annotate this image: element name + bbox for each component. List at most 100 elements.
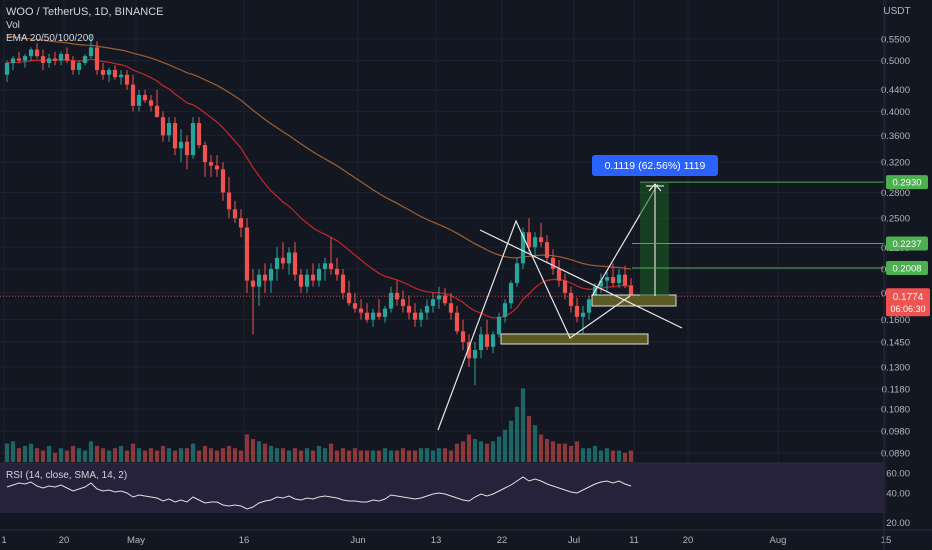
- volume-bar: [418, 448, 424, 462]
- volume-bar: [70, 445, 76, 462]
- volume-bar: [340, 448, 346, 462]
- candle-body: [190, 123, 196, 156]
- price-tick-label: 0.2800: [881, 188, 910, 199]
- candle-body: [256, 274, 262, 287]
- candle: [82, 53, 88, 66]
- volume-bar: [478, 441, 484, 462]
- volume-bar: [64, 450, 70, 462]
- volume-bar: [202, 445, 208, 462]
- candle-body: [310, 274, 316, 281]
- candle: [34, 43, 40, 59]
- volume-bar: [424, 448, 430, 462]
- candle-body: [40, 56, 46, 63]
- price-tick-label: 0.0890: [881, 449, 910, 460]
- candle-body: [46, 58, 52, 63]
- volume-bar: [538, 434, 544, 462]
- candle: [130, 74, 136, 112]
- candle: [190, 117, 196, 159]
- candle: [316, 263, 322, 287]
- volume-bar: [352, 448, 358, 462]
- volume-bar: [376, 450, 382, 462]
- volume-bar: [556, 443, 562, 462]
- candle-body: [304, 274, 310, 287]
- candle: [400, 290, 406, 313]
- volume-bar: [262, 443, 268, 462]
- rsi-legend: RSI (14, close, SMA, 14, 2): [6, 470, 127, 481]
- volume-bar: [622, 452, 628, 462]
- candle-body: [58, 53, 64, 61]
- candle: [562, 273, 568, 300]
- candle: [16, 51, 22, 63]
- candle: [334, 257, 340, 281]
- candle-body: [496, 316, 502, 335]
- volume-bar: [82, 450, 88, 462]
- price-tick-label: 0.1600: [881, 315, 910, 326]
- candle: [442, 287, 448, 306]
- candle-body: [442, 295, 448, 304]
- candle-body: [370, 312, 376, 320]
- candle: [70, 56, 76, 75]
- measure-label-text: 0.1119 (62.56%) 1119: [605, 160, 706, 172]
- volume-bar: [544, 439, 550, 462]
- candle: [586, 295, 592, 320]
- volume-bar: [34, 448, 40, 462]
- target-level-tag-bg: [886, 236, 928, 251]
- candle-body: [280, 257, 286, 264]
- candle: [106, 67, 112, 83]
- candle: [298, 268, 304, 293]
- volume-bar: [274, 448, 280, 462]
- volume-bar: [10, 441, 16, 462]
- candle: [484, 319, 490, 351]
- candle-body: [466, 342, 472, 359]
- candle-body: [592, 286, 598, 300]
- rsi-line: [6, 476, 632, 510]
- candle: [118, 69, 124, 85]
- volume-bar: [112, 448, 118, 462]
- candle-body: [514, 263, 520, 284]
- price-tick-label: 0.3600: [881, 131, 910, 142]
- time-tick-label: 16: [239, 535, 250, 546]
- candle: [52, 51, 58, 66]
- volume-bar: [238, 450, 244, 462]
- time-tick-label: Jul: [568, 535, 580, 546]
- candle-body: [520, 232, 526, 264]
- volume-bar: [4, 443, 10, 462]
- candle: [292, 242, 298, 281]
- volume-bar: [208, 448, 214, 462]
- price-tick-label: 0.1080: [881, 405, 910, 416]
- candle-body: [118, 74, 124, 78]
- candle: [382, 305, 388, 323]
- price-tick-label: 0.4400: [881, 85, 910, 96]
- candle-body: [508, 283, 514, 304]
- price-tick-label: 0.1450: [881, 338, 910, 349]
- candle: [526, 218, 532, 253]
- price-tick-label: 0.1300: [881, 362, 910, 373]
- candle: [556, 260, 562, 287]
- vol-legend: Vol: [6, 20, 20, 31]
- candlesticks[interactable]: [4, 34, 634, 386]
- candle: [64, 47, 70, 63]
- candle-body: [484, 334, 490, 347]
- candle-body: [316, 268, 322, 281]
- volume-bar: [58, 448, 64, 462]
- candle-body: [616, 274, 622, 284]
- candle: [166, 117, 172, 142]
- volume-bar: [586, 448, 592, 462]
- candle: [202, 141, 208, 177]
- volume-bar: [100, 448, 106, 462]
- candle: [148, 94, 154, 112]
- drawings[interactable]: 0.1119 (62.56%) 1119: [0, 155, 884, 431]
- volume-bar: [592, 445, 598, 462]
- candle-body: [382, 308, 388, 317]
- candle-body: [172, 123, 178, 149]
- candle: [22, 53, 28, 68]
- candle-body: [178, 141, 184, 149]
- target-level-tag-text: 0.2008: [892, 264, 921, 275]
- volume-bar: [76, 448, 82, 462]
- volume-bar: [568, 445, 574, 462]
- time-tick-label: 11: [629, 535, 639, 546]
- time-tick-label: 22: [497, 535, 508, 546]
- candle-body: [544, 242, 550, 258]
